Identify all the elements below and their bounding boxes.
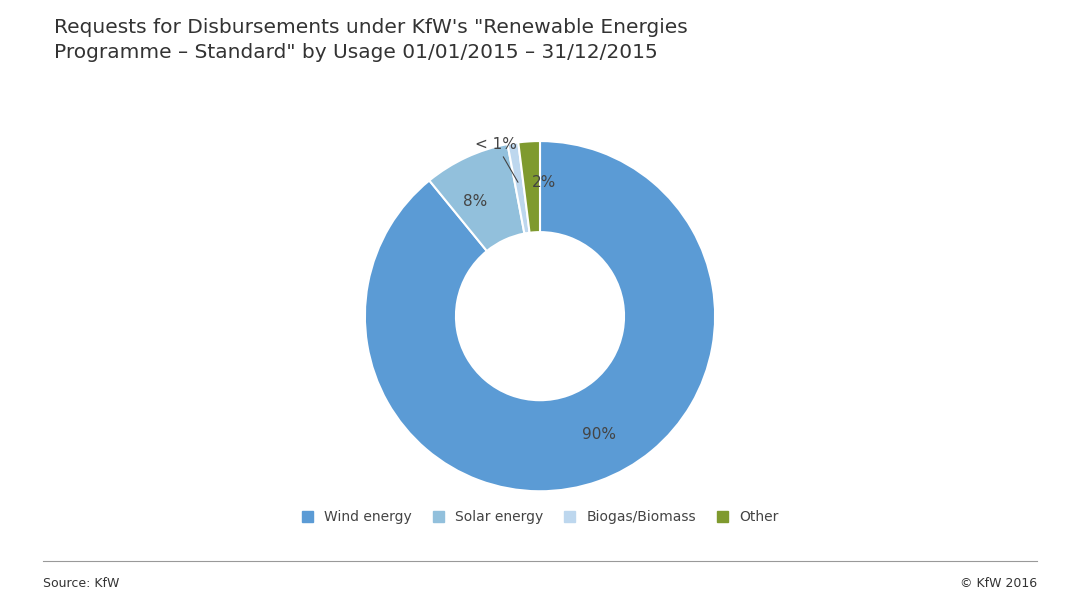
Text: 8%: 8%	[462, 195, 487, 209]
Wedge shape	[518, 141, 540, 233]
Wedge shape	[508, 142, 529, 233]
Wedge shape	[430, 144, 525, 251]
Text: 2%: 2%	[532, 175, 556, 190]
Text: < 1%: < 1%	[475, 137, 518, 182]
Text: © KfW 2016: © KfW 2016	[960, 577, 1037, 590]
Legend: Wind energy, Solar energy, Biogas/Biomass, Other: Wind energy, Solar energy, Biogas/Biomas…	[295, 503, 785, 531]
Text: Source: KfW: Source: KfW	[43, 577, 120, 590]
Text: 90%: 90%	[582, 427, 617, 443]
Text: Requests for Disbursements under KfW's "Renewable Energies
Programme – Standard": Requests for Disbursements under KfW's "…	[54, 18, 688, 62]
Wedge shape	[365, 141, 715, 491]
